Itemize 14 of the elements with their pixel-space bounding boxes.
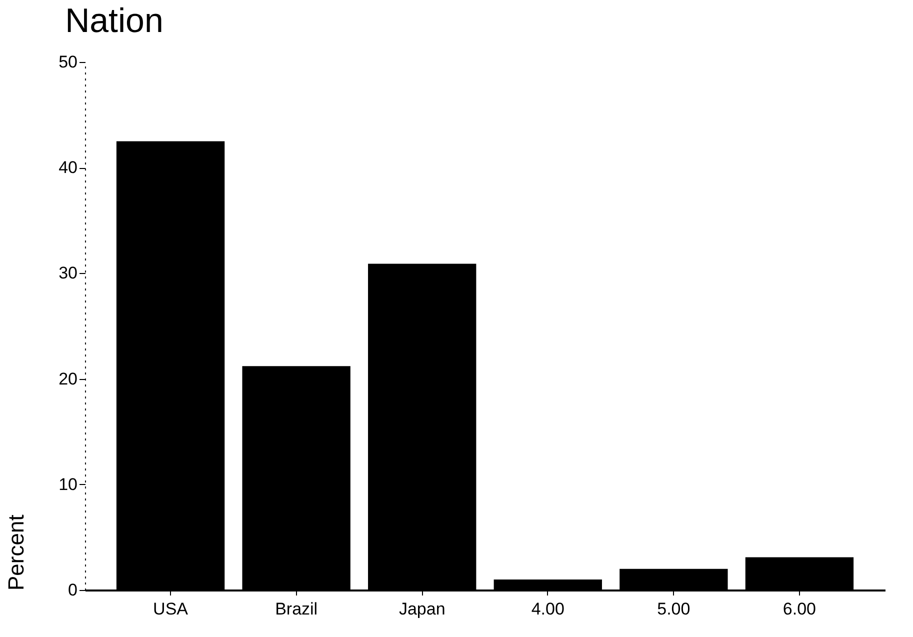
y-tick-label: 10 bbox=[58, 474, 78, 494]
y-tick-label: 20 bbox=[58, 369, 78, 388]
chart-title: Nation bbox=[65, 2, 164, 40]
y-axis-title: Percent bbox=[4, 514, 29, 590]
x-tick-label: USA bbox=[153, 600, 189, 618]
x-tick-label: 4.00 bbox=[531, 600, 564, 618]
y-tick-label: 50 bbox=[58, 52, 78, 72]
y-tick-label: 0 bbox=[68, 580, 78, 600]
x-tick-label: 5.00 bbox=[657, 600, 690, 618]
y-tick-label: 40 bbox=[58, 158, 78, 178]
x-tick-label: 6.00 bbox=[782, 600, 816, 618]
x-tick-label: Japan bbox=[398, 600, 446, 618]
y-tick-label: 30 bbox=[58, 264, 78, 283]
x-tick-label: Brazil bbox=[275, 600, 318, 618]
